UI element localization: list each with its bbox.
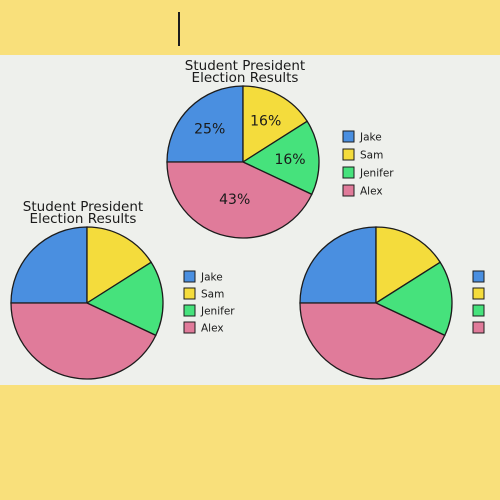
legend-swatch-jenifer [472, 304, 485, 317]
legend-label-alex: Alex [201, 323, 224, 335]
pie-slice-sam [242, 85, 309, 164]
pie-slice-sam [86, 226, 153, 305]
legend-swatch-alex [183, 321, 196, 334]
legend-label-jenifer: Jenifer [200, 306, 235, 318]
pie-slice-jake [166, 85, 244, 163]
legend-swatch-jake [472, 270, 485, 283]
legend-label-sam: Sam [201, 289, 224, 301]
pie-slice-jenifer [374, 261, 453, 337]
legend-swatch-jake [183, 270, 196, 283]
pie-slice-jenifer [85, 261, 164, 337]
chart-title-line: Student President [185, 58, 305, 74]
pie-slice-jake [10, 226, 88, 304]
pie-slice-sam [375, 226, 442, 305]
slice-label-jenifer: 16% [274, 152, 305, 168]
legend-label-jake: Jake [359, 132, 382, 144]
legend-swatch-sam [183, 287, 196, 300]
legend-label-sam: Sam [360, 150, 383, 162]
pie-slice-alex [166, 161, 313, 239]
slice-label-alex: 43% [219, 192, 250, 208]
legend-swatch-sam [342, 148, 355, 161]
pie-chart-3 [299, 226, 485, 380]
legend-swatch-jake [342, 130, 355, 143]
legend-label-alex: Alex [360, 186, 383, 198]
pie-slice-alex [299, 302, 446, 380]
slice-label-sam: 16% [250, 114, 281, 130]
legend-label-jenifer: Jenifer [359, 168, 394, 180]
legend-swatch-alex [472, 321, 485, 334]
legend-swatch-alex [342, 184, 355, 197]
text-cursor [178, 12, 180, 46]
chart-title-line: Student President [23, 199, 143, 215]
slice-label-jake: 25% [194, 122, 225, 138]
legend-label-jake: Jake [200, 272, 223, 284]
chart-title-line: Election Results [30, 211, 137, 227]
pie-slice-jake [299, 226, 377, 304]
legend-swatch-jenifer [183, 304, 196, 317]
pie-slice-jenifer [241, 120, 320, 196]
pie-slice-alex [10, 302, 157, 380]
legend-swatch-sam [472, 287, 485, 300]
chart-title-line: Election Results [192, 70, 299, 86]
legend-swatch-jenifer [342, 166, 355, 179]
